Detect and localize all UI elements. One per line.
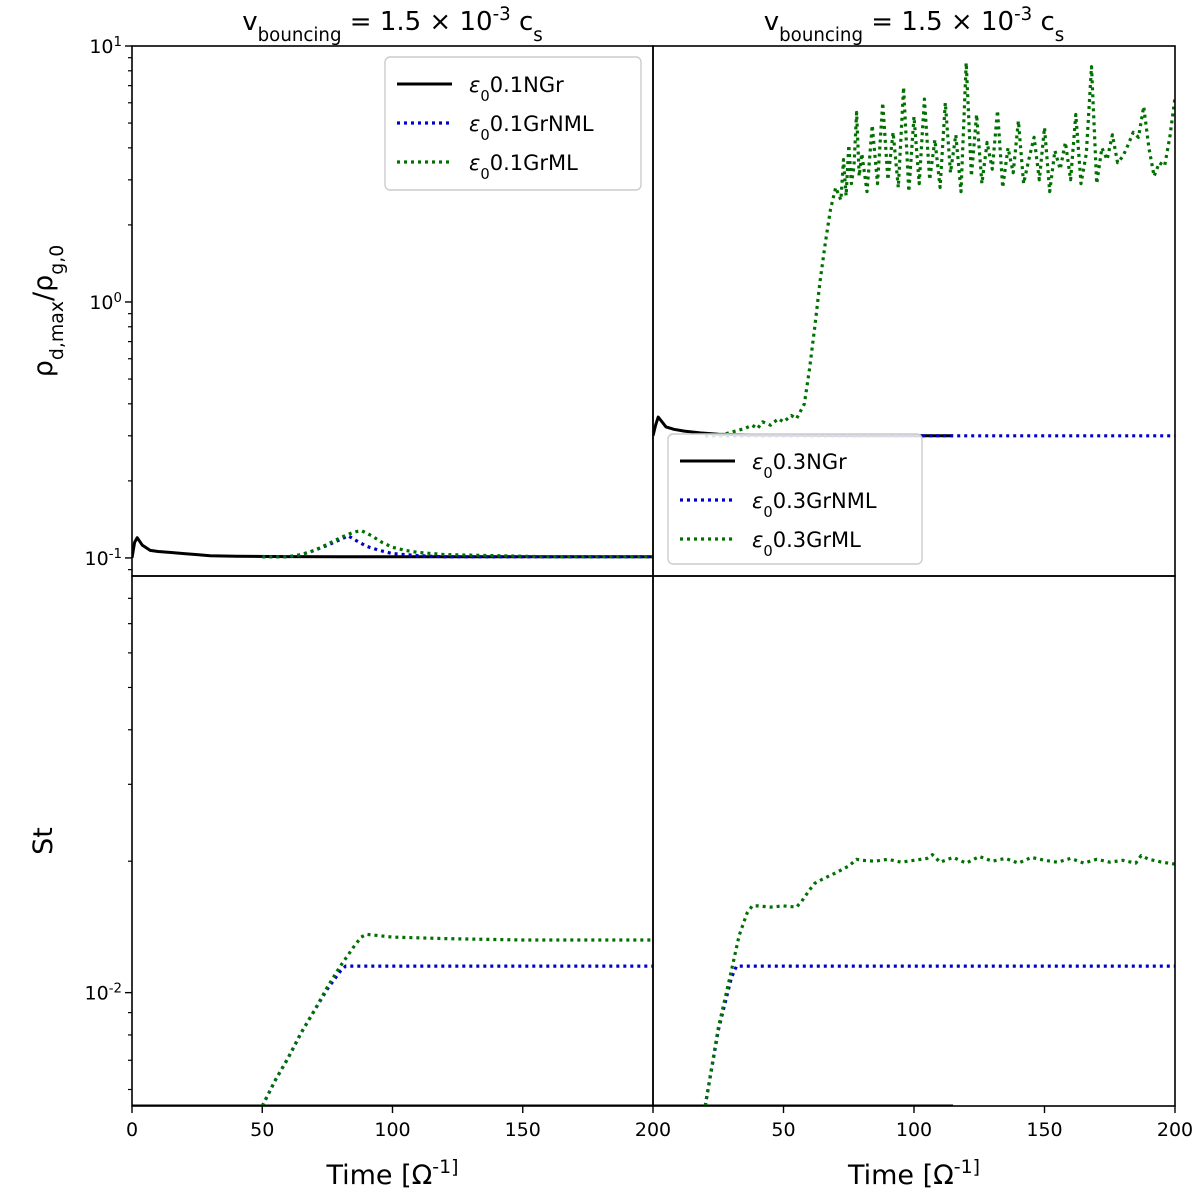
panel-title: vbouncing​ = 1.5 × 10-3​ cs​ — [242, 4, 543, 46]
x-tick-label: 100 — [896, 1119, 932, 1141]
x-tick-label: 100 — [374, 1119, 410, 1141]
axes-frame — [652, 575, 1176, 1107]
y-tick-label: 10-2​ — [85, 981, 122, 1005]
x-tick-label: 200 — [635, 1119, 671, 1141]
panel-bottom-right: 200 50 100 150 200 Time [Ω-1]​ — [635, 575, 1193, 1191]
y-tick-label: 10-1​ — [85, 546, 122, 570]
legend-label: ε00.3GrML — [752, 528, 861, 560]
series-line-1 — [653, 415, 954, 438]
legend: ε00.3NGr ε00.3GrNML ε00.3GrML — [667, 433, 923, 565]
series-group — [653, 853, 1175, 1106]
legend-label: ε00.1GrNML — [469, 112, 594, 144]
legend-label: ε00.3NGr — [752, 450, 847, 482]
legend-label: ε00.1NGr — [469, 73, 564, 105]
legend-box — [384, 56, 642, 191]
series-line-3 — [262, 528, 653, 559]
legend-label: ε00.3GrNML — [752, 489, 877, 521]
x-tick-label: 150 — [1026, 1119, 1062, 1141]
x-tick-label: 50 — [771, 1119, 795, 1141]
x-axis-label: Time [Ω-1]​ — [847, 1156, 980, 1191]
series-line-2 — [703, 964, 1175, 1106]
y-tick-label: 100​ — [89, 290, 122, 314]
legend: ε00.1NGr ε00.1GrNML ε00.1GrML — [384, 56, 642, 191]
series-line-3 — [260, 932, 653, 1106]
x-tick-label: 50 — [250, 1119, 274, 1141]
x-tick-label: 200 — [1157, 1119, 1193, 1141]
legend-label: ε00.1GrML — [469, 151, 578, 183]
y-tick-label: 101​ — [89, 35, 122, 59]
series-line-3 — [705, 61, 1175, 438]
series-group — [132, 528, 653, 559]
y-axis-label: ρd,max​/ρg,0​ — [28, 245, 68, 378]
x-axis-label: Time [Ω-1]​ — [325, 1156, 458, 1191]
series-group — [132, 932, 653, 1106]
panel-bottom-left: 10-2​ 0 50 100 150 Time [Ω-1]​ St — [28, 575, 654, 1191]
axes-frame — [131, 575, 654, 1107]
y-axis-label: St — [28, 827, 59, 855]
panel-top-right: vbouncing​ = 1.5 × 10-3​ cs​ε00.3NGrε00.… — [652, 4, 1176, 577]
x-tick-label: 150 — [505, 1119, 541, 1141]
panel-top-left: 10-1​ 100​ 101​ vbouncing​ = 1.5 × 10-3​ cs… — [28, 4, 654, 577]
x-tick-label: 0 — [126, 1119, 138, 1141]
series-group — [653, 61, 1175, 438]
legend-box — [667, 433, 923, 565]
series-line-3 — [703, 853, 1175, 1106]
series-line-2 — [260, 964, 653, 1106]
series-line-1 — [132, 536, 653, 559]
panel-title: vbouncing​ = 1.5 × 10-3​ cs​ — [764, 4, 1065, 46]
